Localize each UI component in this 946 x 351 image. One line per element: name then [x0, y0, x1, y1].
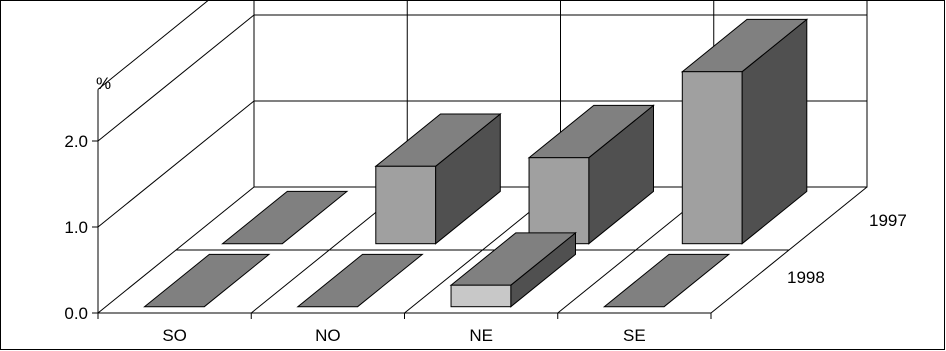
- series-label: 1998: [787, 268, 825, 287]
- x-tick-label: SO: [162, 326, 187, 345]
- bar-1997-SO: [221, 190, 349, 245]
- y-axis-label: %: [96, 74, 111, 93]
- y-tick-label: 1.0: [64, 218, 88, 237]
- bar-1997-SE: [681, 71, 743, 245]
- bar-1997-NO: [375, 165, 437, 245]
- bar-1998-SO: [143, 253, 271, 308]
- x-tick-label: SE: [623, 326, 646, 345]
- bar-1997-NE: [528, 157, 590, 245]
- y-tick-label: 2.0: [64, 132, 88, 151]
- x-tick-label: NE: [469, 326, 493, 345]
- bar-1998-SE: [602, 253, 731, 308]
- y-tick-label: 0.0: [64, 304, 88, 323]
- bar-1998-NE: [450, 284, 512, 308]
- bar-1998-NO: [296, 253, 424, 308]
- x-tick-label: NO: [315, 326, 341, 345]
- series-label: 1997: [869, 211, 907, 230]
- side-wall-gridline: [97, 100, 255, 228]
- side-wall-top-edge: [97, 1, 209, 90]
- side-wall-gridline: [97, 14, 255, 142]
